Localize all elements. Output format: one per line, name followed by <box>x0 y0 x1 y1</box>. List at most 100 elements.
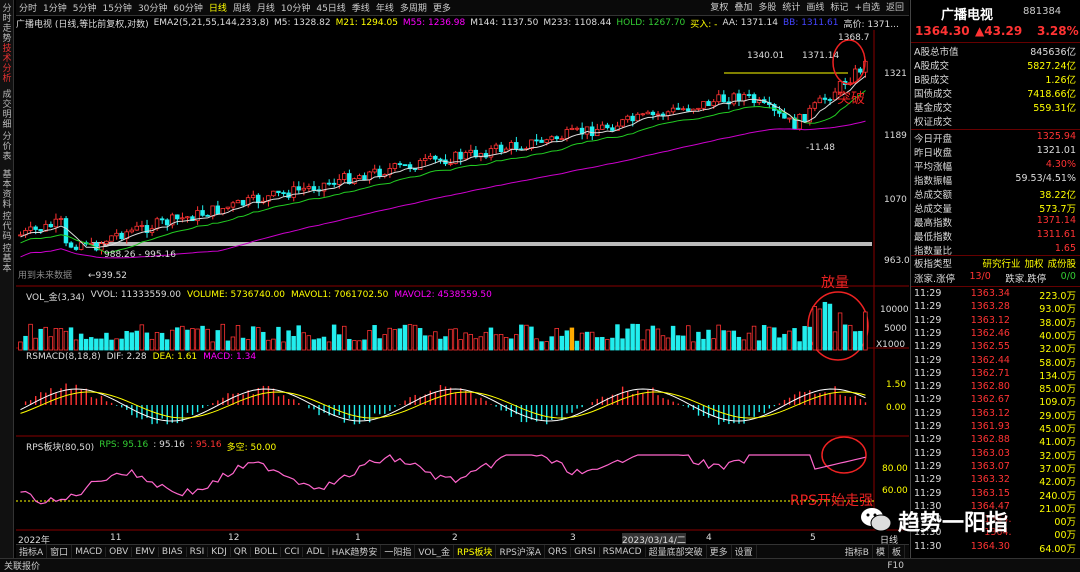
indicator-tab[interactable]: 一阳指 <box>381 545 416 558</box>
period-tab[interactable]: 分时 <box>19 4 38 14</box>
indicator-b-tab[interactable]: 指标B <box>842 545 873 558</box>
indicator-tab[interactable]: 设置 <box>732 545 757 558</box>
period-tab[interactable]: 更多 <box>432 4 451 14</box>
indicator-tab[interactable]: VOL_金 <box>415 545 455 558</box>
up-label: 涨家.涨停 <box>914 274 956 285</box>
dea-value: DEA: 1.61 <box>152 352 198 362</box>
plate-components[interactable]: 成份股 <box>1047 259 1076 270</box>
period-tab[interactable]: 5分钟 <box>72 4 97 14</box>
quote-row: B股成交 1.26亿 <box>914 72 1076 86</box>
left-tab[interactable]: 控基本 <box>2 244 12 274</box>
indicator-tab[interactable]: RPS板块 <box>454 545 497 558</box>
quote-row: 总成交量 573.7万 <box>914 201 1076 215</box>
period-tab[interactable]: 10分钟 <box>280 4 311 14</box>
left-tab[interactable]: 技术分析 <box>2 44 12 84</box>
indicator-tab[interactable]: RSI <box>187 546 209 557</box>
indicator-b-tab[interactable]: 板 <box>889 545 905 558</box>
period-tab[interactable]: 周线 <box>232 4 251 14</box>
period-tab[interactable]: 30分钟 <box>137 4 168 14</box>
rps-line <box>20 454 866 505</box>
volume-bar <box>620 338 625 351</box>
indicator-tab[interactable]: EMV <box>132 546 159 557</box>
period-tab[interactable]: 多周期 <box>399 4 427 14</box>
left-tab[interactable]: 基本资料 <box>2 170 12 210</box>
status-text[interactable]: 关联报价 <box>4 562 41 572</box>
volume-bar <box>751 325 757 351</box>
toolbar-button[interactable]: 叠加 <box>734 3 753 13</box>
period-tab[interactable]: 60分钟 <box>173 4 203 14</box>
candle-body <box>488 148 494 158</box>
up-count: 13/0 <box>969 271 991 282</box>
plate-industry[interactable]: 研究行业 <box>982 259 1021 270</box>
period-tab[interactable]: 年线 <box>375 4 394 14</box>
left-tab[interactable]: 控代码 <box>2 212 12 242</box>
kline-chart-canvas[interactable] <box>0 0 910 560</box>
left-tab[interactable]: 成交明细 <box>2 90 12 130</box>
indicator-tab[interactable]: HAK趋势安 <box>329 545 382 558</box>
tick-price: 1363.28 <box>970 301 1010 313</box>
candle-body <box>336 179 342 185</box>
toolbar-button[interactable]: 返回 <box>885 3 904 13</box>
indicator-tab[interactable]: ADL <box>303 546 329 557</box>
volume-bar <box>68 327 74 351</box>
volume-bar <box>655 328 661 351</box>
tick-time: 11:29 <box>914 394 942 406</box>
volume-value: VOLUME: 5736740.00 <box>186 290 285 300</box>
x-axis-label: 5 <box>810 533 816 543</box>
candle-body <box>63 218 69 244</box>
candle-body <box>534 139 539 142</box>
volume-bar <box>220 323 226 351</box>
left-tab[interactable]: 分价表 <box>2 132 12 162</box>
tick-price: 1364. <box>984 514 1012 526</box>
volume-bar <box>89 337 94 351</box>
volume-bar <box>696 331 701 351</box>
indicator-tab[interactable]: BOLL <box>251 546 282 557</box>
macd-header: RSMACD(8,18,8) DIF: 2.28 DEA: 1.61 MACD:… <box>26 352 256 362</box>
indicator-tab[interactable]: 更多 <box>707 545 732 558</box>
volume-bar <box>711 338 716 351</box>
tick-price: 1364.30 <box>970 540 1010 552</box>
period-tab[interactable]: 日线 <box>208 4 227 14</box>
volume-bar <box>276 326 281 351</box>
candle-body <box>751 94 757 104</box>
volume-bar <box>792 328 797 351</box>
period-tab[interactable]: 15分钟 <box>102 4 132 14</box>
indicator-tab[interactable]: QRS <box>545 546 572 557</box>
indicator-tab[interactable]: 指标A <box>16 545 48 558</box>
indicator-tab[interactable]: KDJ <box>208 546 231 557</box>
indicator-info-bar: 广播电视 (日线,等比前复权,对数) EMA2(5,21,55,144,233,… <box>16 16 909 30</box>
indicator-tab[interactable]: GRSI <box>571 546 600 557</box>
candle-body <box>235 200 241 204</box>
indicator-tab[interactable]: RSMACD <box>600 546 646 557</box>
period-tab[interactable]: 季线 <box>351 4 370 14</box>
period-tab[interactable]: 月线 <box>256 4 275 14</box>
period-tab[interactable]: 1分钟 <box>43 4 67 14</box>
indicator-tab[interactable]: MACD <box>72 546 107 557</box>
period-tab[interactable]: 45日线 <box>316 4 346 14</box>
candle-body <box>331 182 337 185</box>
indicator-tab[interactable]: 超量底部突破 <box>646 545 707 558</box>
toolbar-button[interactable]: +自选 <box>854 3 880 13</box>
left-tab[interactable]: 分时走势 <box>2 4 12 44</box>
indicator-tab[interactable]: OBV <box>106 546 133 557</box>
candle-body <box>589 126 595 137</box>
candle-body <box>185 216 190 219</box>
indicator-tab[interactable]: 窗口 <box>47 545 73 558</box>
toolbar-button[interactable]: 标记 <box>830 3 849 13</box>
toolbar-button[interactable]: 多股 <box>758 3 777 13</box>
toolbar-button[interactable]: 复权 <box>710 3 729 13</box>
indicator-b-tab[interactable]: 模 <box>873 545 889 558</box>
indicator-tab[interactable]: QR <box>231 546 252 557</box>
plate-weighted[interactable]: 加权 <box>1024 259 1044 270</box>
volume-bar <box>660 335 666 351</box>
f10-button[interactable]: F10 <box>887 560 904 571</box>
quote-label: 指数振幅 <box>914 176 953 187</box>
toolbar-button[interactable]: 画线 <box>806 3 825 13</box>
indicator-tab[interactable]: BIAS <box>159 546 187 557</box>
volume-bar <box>326 341 332 351</box>
indicator-tab[interactable]: CCI <box>281 546 304 557</box>
tick-volume: 32.00万 <box>1039 344 1076 356</box>
toolbar-button[interactable]: 统计 <box>782 3 801 13</box>
volume-bar <box>362 339 367 351</box>
indicator-tab[interactable]: RPS沪深A <box>496 545 545 558</box>
